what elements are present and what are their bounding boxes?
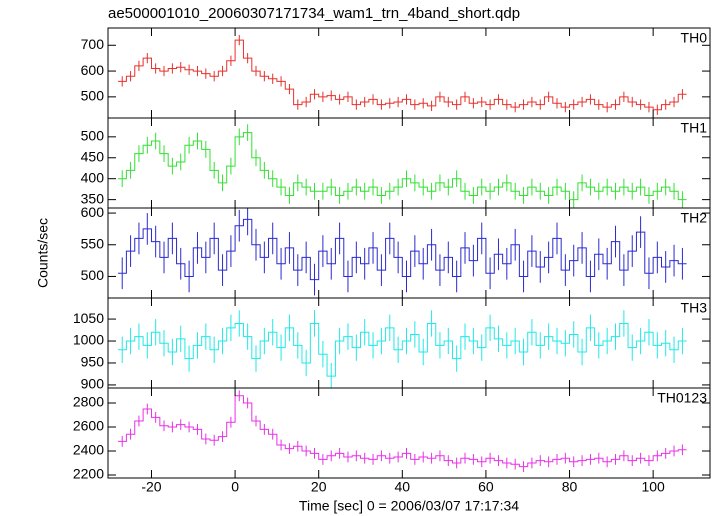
y-tick-label: 350 bbox=[81, 190, 105, 206]
y-tick-label: 2400 bbox=[73, 442, 104, 458]
y-tick-label: 600 bbox=[81, 204, 105, 220]
plot-area bbox=[118, 124, 687, 208]
y-axis-label: Counts/sec bbox=[35, 218, 51, 288]
panel-label: TH3 bbox=[681, 300, 708, 316]
y-tick-label: 400 bbox=[81, 169, 105, 185]
x-tick-label: 0 bbox=[231, 479, 239, 495]
step-line bbox=[118, 322, 687, 377]
x-tick-label: 20 bbox=[311, 479, 327, 495]
y-tick-label: 550 bbox=[81, 235, 105, 251]
y-tick-label: 1000 bbox=[73, 332, 104, 348]
step-line bbox=[118, 132, 687, 201]
step-line bbox=[118, 39, 687, 111]
x-tick-label: 60 bbox=[478, 479, 494, 495]
y-tick-label: 700 bbox=[81, 36, 105, 52]
x-tick-label: 40 bbox=[395, 479, 411, 495]
step-line bbox=[118, 395, 687, 468]
y-tick-label: 500 bbox=[81, 267, 105, 283]
plot-area bbox=[118, 390, 687, 472]
y-tick-label: 900 bbox=[81, 376, 105, 392]
plot-area bbox=[118, 208, 687, 296]
y-tick-label: 500 bbox=[81, 128, 105, 144]
x-tick-label: 100 bbox=[641, 479, 665, 495]
panel: 900 950 1000 1050 TH3 bbox=[73, 297, 711, 392]
panel-label: TH2 bbox=[681, 210, 708, 226]
panel-label: TH1 bbox=[681, 120, 708, 136]
y-tick-label: 2800 bbox=[73, 394, 104, 410]
panel: 2200 2400 2600 2800 -20 0 20 40 60 80 100 TH0123 bbox=[73, 387, 711, 495]
panel-label: TH0 bbox=[681, 30, 708, 46]
panel-frame bbox=[107, 387, 711, 479]
plot-area bbox=[118, 310, 687, 388]
plot-area bbox=[118, 34, 687, 115]
y-tick-label: 1050 bbox=[73, 310, 104, 326]
y-tick-label: 2600 bbox=[73, 418, 104, 434]
panel: 350 400 450 500 TH1 bbox=[81, 117, 711, 209]
x-axis-label: Time [sec] 0 = 2006/03/07 17:17:34 bbox=[299, 498, 519, 514]
y-tick-label: 950 bbox=[81, 354, 105, 370]
x-tick-label: 80 bbox=[562, 479, 578, 495]
y-tick-label: 450 bbox=[81, 148, 105, 164]
panel: 500 550 600 TH2 bbox=[81, 204, 711, 299]
y-tick-label: 2200 bbox=[73, 466, 104, 482]
step-line bbox=[118, 218, 687, 281]
y-tick-label: 500 bbox=[81, 88, 105, 104]
panel-label: TH0123 bbox=[657, 390, 707, 406]
chart-title: ae500001010_20060307171734_wam1_trn_4ban… bbox=[108, 5, 520, 22]
y-tick-label: 600 bbox=[81, 62, 105, 78]
x-tick-label: -20 bbox=[141, 479, 161, 495]
